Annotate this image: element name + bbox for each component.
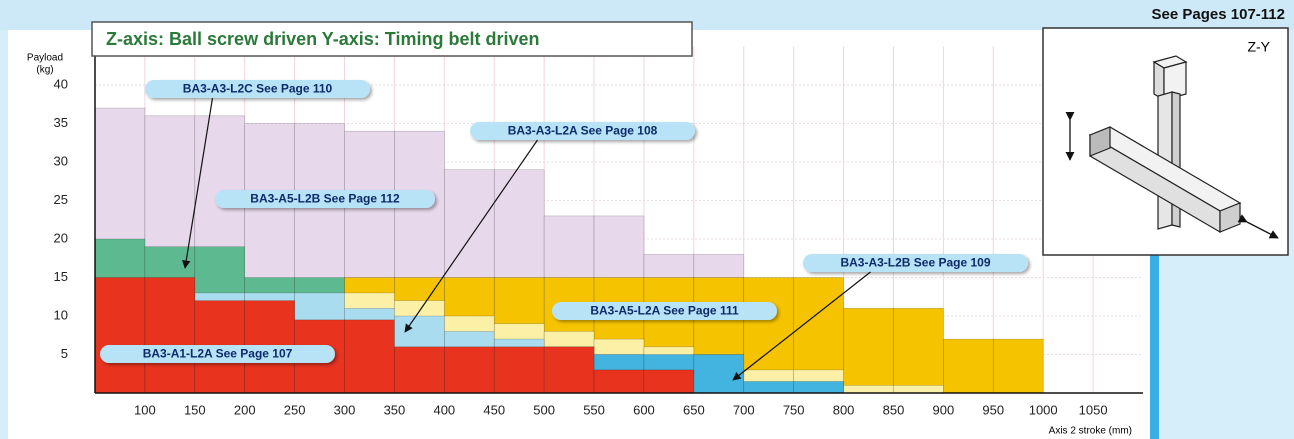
step-bar [992, 338, 1044, 394]
x-tick-label: 750 [783, 402, 805, 417]
step-bar [643, 369, 695, 394]
chart-title: Z-axis: Ball screw driven Y-axis: Timing… [106, 29, 540, 49]
callout-box [145, 80, 370, 98]
inset-heading: See Pages 107-112 [1152, 6, 1285, 23]
y-tick-label: 20 [54, 230, 68, 245]
x-tick-label: 550 [583, 402, 605, 417]
y-tick-label: 25 [54, 192, 68, 207]
callout-box [215, 190, 435, 208]
x-tick-label: 700 [733, 402, 755, 417]
step-bar [693, 354, 745, 394]
x-tick-label: 450 [483, 402, 505, 417]
x-tick-label: 1000 [1029, 402, 1058, 417]
step-bar [893, 384, 944, 394]
callout-label: BA3-A3-L2B See Page 109 [840, 256, 990, 270]
y-label: Payload [27, 53, 63, 64]
callout-box [803, 254, 1028, 272]
step-bar [444, 346, 495, 394]
step-bar [843, 307, 894, 394]
x-tick-label: 950 [982, 402, 1004, 417]
callout-label: BA3-A5-L2A See Page 111 [590, 304, 739, 318]
step-bar [893, 307, 944, 394]
step-bar [394, 346, 445, 394]
callout-label: BA3-A5-L2B See Page 112 [250, 192, 400, 206]
axis-drawing [1088, 55, 1242, 234]
step-bar [793, 381, 844, 394]
x-tick-label: 800 [833, 402, 855, 417]
y-label: (kg) [36, 65, 53, 76]
y-tick-label: 5 [61, 346, 68, 361]
step-bar [94, 277, 146, 394]
x-tick-label: 1050 [1079, 402, 1108, 417]
x-tick-label: 200 [234, 402, 256, 417]
step-bar [593, 369, 645, 394]
y-tick-label: 15 [54, 269, 68, 284]
x-tick-label: 850 [883, 402, 905, 417]
callout-box [100, 345, 335, 363]
x-tick-label: 100 [134, 402, 156, 417]
x-tick-label: 900 [933, 402, 955, 417]
x-tick-label: 400 [433, 402, 455, 417]
y-tick-label: 40 [54, 76, 68, 91]
callout-label: BA3-A1-L2A See Page 107 [143, 347, 293, 361]
callout-label: BA3-A3-L2A See Page 108 [508, 124, 658, 138]
callout-box [470, 122, 695, 140]
x-tick-label: 650 [683, 402, 705, 417]
callout-arrow [732, 271, 871, 381]
x-tick-label: 150 [184, 402, 206, 417]
y-tick-label: 35 [54, 115, 68, 130]
inset: Z-Y [1042, 27, 1289, 256]
inset-label: Z-Y [1247, 39, 1270, 55]
x-label: Axis 2 stroke (mm) [1049, 426, 1132, 437]
step-bar [144, 277, 196, 394]
callout-arrow [404, 139, 538, 333]
step-bar [543, 346, 595, 394]
x-tick-label: 350 [384, 402, 406, 417]
callout-box [552, 302, 777, 320]
callout-label: BA3-A3-L2C See Page 110 [183, 82, 333, 96]
step-bar [943, 338, 994, 394]
step-bar [743, 381, 794, 394]
step-bar [843, 384, 894, 394]
x-tick-label: 500 [533, 402, 555, 417]
x-tick-label: 300 [334, 402, 356, 417]
callout-arrow [182, 97, 214, 269]
y-tick-label: 10 [54, 307, 68, 322]
step-bar [344, 319, 395, 394]
x-tick-label: 600 [633, 402, 655, 417]
title-box [91, 21, 693, 57]
x-tick-label: 250 [284, 402, 306, 417]
step-bar [493, 346, 545, 394]
motion-arrow [1237, 214, 1279, 239]
y-tick-label: 30 [54, 153, 68, 168]
